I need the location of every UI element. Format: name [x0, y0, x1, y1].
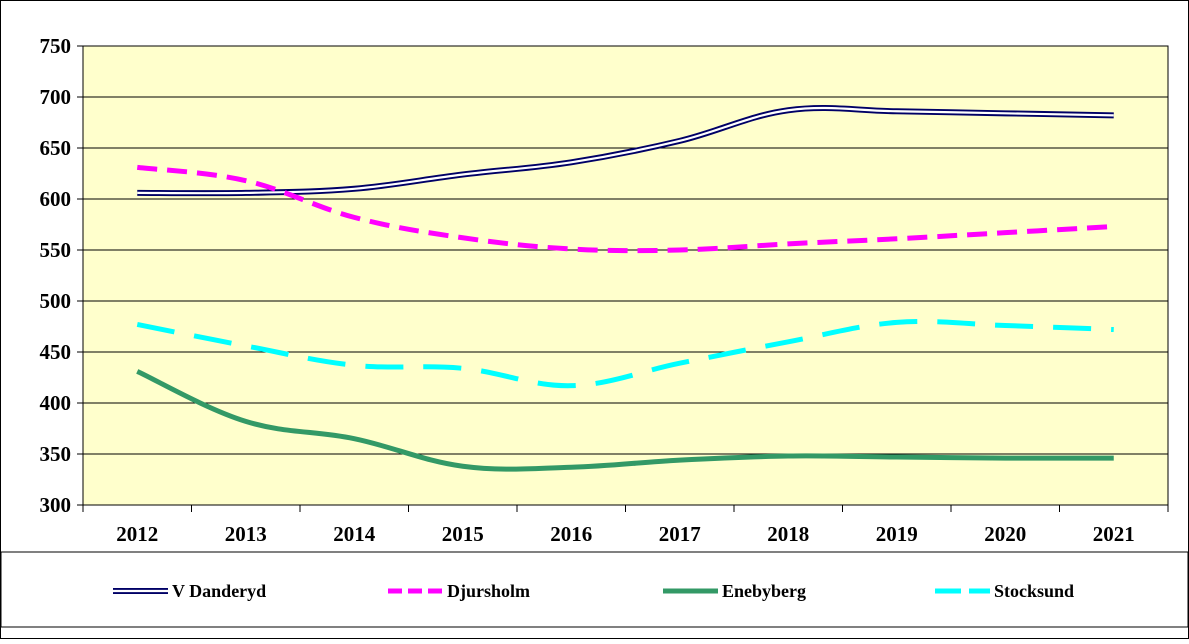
y-tick-label: 650 [40, 136, 72, 160]
y-tick-label: 750 [40, 34, 72, 58]
x-tick-label: 2020 [984, 522, 1026, 546]
x-tick-label: 2015 [442, 522, 484, 546]
x-tick-label: 2017 [659, 522, 701, 546]
legend-label: Djursholm [447, 581, 530, 601]
y-tick-label: 450 [40, 340, 72, 364]
legend-label: Stocksund [994, 581, 1074, 601]
x-tick-label: 2018 [767, 522, 809, 546]
x-tick-label: 2013 [225, 522, 267, 546]
y-tick-label: 700 [40, 85, 72, 109]
x-tick-label: 2019 [876, 522, 918, 546]
y-tick-label: 400 [40, 391, 72, 415]
y-tick-label: 550 [40, 238, 72, 262]
y-tick-label: 300 [40, 493, 72, 517]
y-tick-label: 350 [40, 442, 72, 466]
x-tick-label: 2012 [116, 522, 158, 546]
x-tick-label: 2021 [1093, 522, 1135, 546]
y-tick-label: 500 [40, 289, 72, 313]
x-tick-label: 2016 [550, 522, 592, 546]
x-tick-label: 2014 [333, 522, 376, 546]
legend-label: Enebyberg [722, 581, 806, 601]
y-tick-label: 600 [40, 187, 72, 211]
legend-label: V Danderyd [172, 581, 266, 601]
